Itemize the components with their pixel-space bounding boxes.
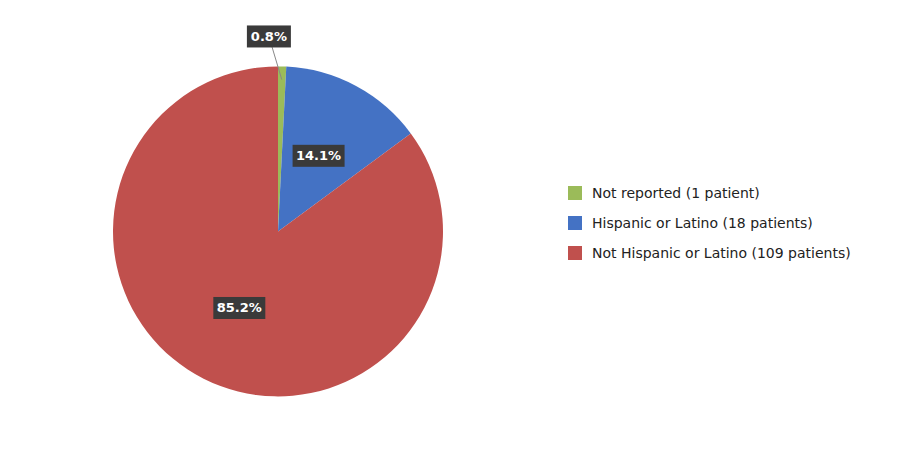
svg-text:14.1%: 14.1% bbox=[296, 148, 341, 163]
svg-text:0.8%: 0.8% bbox=[251, 29, 287, 44]
svg-text:85.2%: 85.2% bbox=[217, 300, 262, 315]
html-text:Not Hispanic or Latino (109 pa: Not Hispanic or Latino (109 patients) bbox=[592, 245, 851, 261]
html-text:Hispanic or Latino (18 patient: Hispanic or Latino (18 patients) bbox=[592, 215, 813, 231]
html-text:Not reported (1 patient): Not reported (1 patient) bbox=[592, 185, 760, 201]
